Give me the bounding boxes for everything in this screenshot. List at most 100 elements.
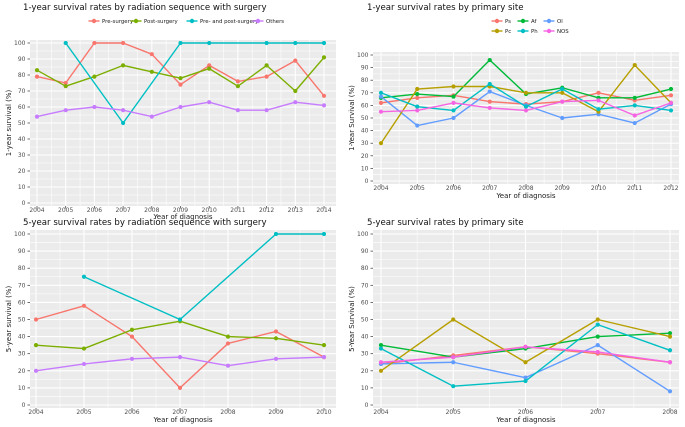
x-tick-label: 2004 — [29, 207, 44, 214]
data-point — [178, 104, 183, 110]
data-point — [378, 100, 384, 105]
chart-canvas: 0 10 20 30 40 50 60 70 80 90 100 2004 2005 2006 2007 20… — [357, 18, 679, 192]
data-point — [487, 89, 492, 94]
chart-title: 1-year survival rates by primary site — [367, 3, 524, 13]
data-point — [523, 375, 528, 380]
data-point — [596, 90, 601, 95]
x-tick-label: 2014 — [316, 207, 331, 214]
data-point — [560, 90, 565, 95]
series-pre-surgery — [33, 303, 327, 390]
chart-title: 1-year survival rates by radiation seque… — [23, 3, 267, 13]
y-tick-label: 30 — [18, 152, 26, 159]
legend-label: Others — [266, 19, 284, 25]
x-tick-label: 2005 — [58, 207, 73, 214]
data-point — [293, 88, 298, 94]
chart-1-year-by-radiation-sequence: 1-year survival rates by radiation seque… — [0, 0, 343, 221]
x-axis-label: Year of diagnosis — [496, 192, 556, 200]
y-tick-label: 100 — [357, 52, 369, 59]
data-point — [632, 113, 637, 118]
data-point — [121, 63, 126, 68]
chart-canvas: 0 10 20 30 40 50 60 70 80 90 100 2004 2005 2006 2007 20… — [14, 230, 336, 416]
data-point — [595, 349, 600, 355]
series-others — [34, 100, 327, 119]
data-point — [121, 108, 126, 113]
data-point — [632, 62, 637, 68]
y-tick-label: 80 — [18, 72, 26, 79]
legend-label: Pre- and post-surgery — [200, 19, 259, 25]
data-point — [595, 334, 600, 339]
y-tick-label: 30 — [361, 140, 369, 147]
data-point — [225, 334, 231, 339]
x-tick-label: 2006 — [518, 409, 533, 416]
y-tick-label: 20 — [18, 368, 26, 375]
legend-item: Post-surgery — [130, 18, 179, 25]
chart-canvas: 0 10 20 30 40 50 60 70 80 90 100 2004 2005 2006 2007 20… — [357, 230, 679, 416]
data-point — [321, 343, 327, 348]
y-tick-label: 0 — [365, 402, 369, 409]
data-point — [523, 344, 528, 349]
data-point — [378, 343, 384, 348]
series-pre-and-post-surgery — [81, 231, 327, 322]
data-point — [667, 348, 673, 353]
y-tick-label: 10 — [18, 184, 26, 191]
data-point — [378, 141, 384, 146]
data-point — [293, 40, 298, 46]
legend-item: Pc — [491, 28, 511, 35]
data-point — [451, 115, 456, 121]
y-tick-label: 90 — [361, 65, 369, 72]
x-tick-label: 2007 — [590, 409, 605, 416]
data-point — [129, 334, 135, 339]
series-nos — [378, 344, 673, 365]
x-axis-label: Year of diagnosis — [153, 416, 213, 424]
series-pc — [378, 317, 673, 373]
data-point — [92, 104, 97, 110]
data-point — [121, 120, 126, 126]
y-tick-label: 60 — [361, 102, 369, 109]
x-tick-label: 2007 — [482, 185, 497, 192]
data-point — [415, 91, 420, 97]
data-point — [81, 361, 87, 367]
data-point — [264, 40, 269, 46]
data-point — [487, 105, 492, 111]
x-tick-label: 2005 — [410, 185, 425, 192]
data-point — [415, 104, 420, 109]
data-point — [273, 336, 279, 341]
data-point — [415, 123, 420, 128]
data-point — [487, 81, 492, 87]
y-tick-label: 50 — [18, 120, 26, 127]
x-tick-label: 2005 — [446, 409, 461, 416]
legend-label: Ps — [505, 19, 511, 25]
y-tick-label: 80 — [361, 265, 369, 272]
data-point — [378, 360, 384, 365]
x-tick-label: 2009 — [555, 185, 570, 192]
y-tick-label: 50 — [361, 115, 369, 122]
x-tick-label: 2011 — [627, 185, 642, 192]
x-tick-label: 2010 — [316, 409, 331, 416]
x-tick-label: 2010 — [202, 207, 217, 214]
x-tick-label: 2004 — [373, 409, 388, 416]
legend-item: Others — [252, 18, 284, 25]
data-point — [415, 86, 420, 92]
data-point — [207, 63, 212, 68]
legend-item: Pre-surgery — [88, 18, 134, 25]
series-others — [33, 355, 327, 373]
data-point — [378, 346, 384, 351]
series-pre-and-post-surgery — [63, 40, 327, 126]
data-point — [273, 231, 279, 237]
y-tick-label: 50 — [18, 317, 26, 324]
data-point — [321, 355, 327, 360]
data-point — [451, 360, 456, 365]
chart-title: 5-year survival rates by radiation seque… — [23, 218, 267, 228]
series-post-surgery — [34, 55, 327, 94]
data-point — [451, 317, 456, 322]
data-point — [415, 95, 420, 100]
data-point — [293, 100, 298, 105]
data-point — [81, 303, 87, 308]
y-tick-label: 100 — [14, 231, 26, 238]
data-point — [378, 90, 384, 95]
data-point — [129, 356, 135, 361]
x-tick-label: 2008 — [220, 409, 235, 416]
y-tick-label: 20 — [18, 168, 26, 175]
data-point — [451, 84, 456, 89]
data-point — [321, 40, 327, 46]
